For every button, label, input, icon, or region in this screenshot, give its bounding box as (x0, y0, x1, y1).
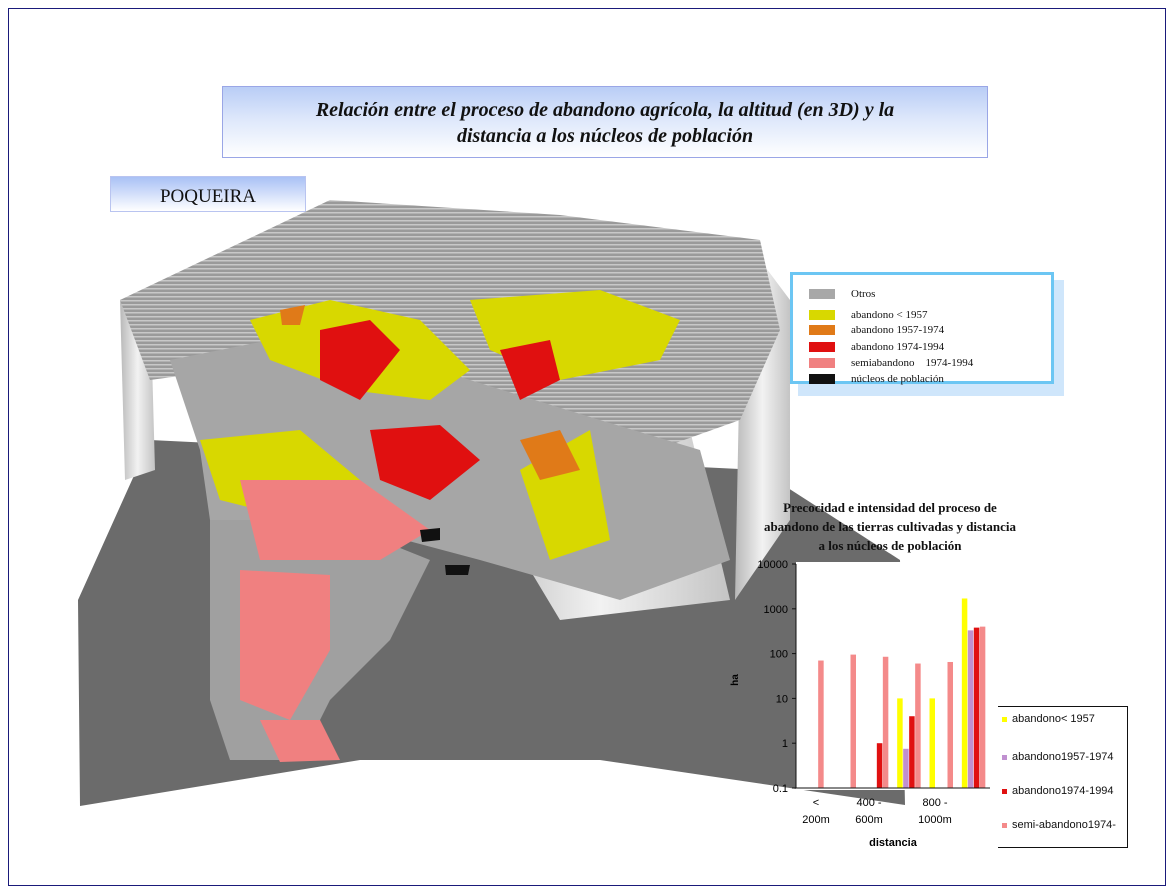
legend-label: semiabandono 1974-1994 (851, 357, 974, 369)
chart-legend-swatch (1002, 822, 1007, 828)
legend-item: abandono 1957-1974 (809, 323, 944, 337)
legend-swatch (809, 289, 835, 299)
land-patch-orange (280, 305, 305, 325)
chart-legend-swatch (1002, 716, 1007, 722)
title-line-1: Relación entre el proceso de abandono ag… (315, 99, 895, 121)
chart-legend-label: abandono1974-1994 (1012, 785, 1114, 797)
land-patch-pink (240, 570, 330, 720)
land-patch-pink (260, 720, 340, 762)
region-label: POQUEIRA (110, 176, 306, 212)
chart-title-line-2: abandono de las tierras cultivadas y dis… (763, 519, 1017, 534)
chart-legend-label: abandono1957-1974 (1012, 751, 1114, 763)
legend-item: abandono 1974-1994 (809, 340, 944, 354)
chart-legend-label: semi-abandono1974- (1012, 819, 1116, 831)
chart-title-line-3: a los núcleos de población (818, 538, 962, 553)
chart-legend-swatch (1002, 788, 1007, 794)
page-frame (8, 8, 1166, 886)
legend-label: Otros (851, 288, 876, 300)
land-patch-orange (520, 430, 580, 480)
legend-swatch (809, 310, 835, 320)
chart-legend-item: semi-abandono1974- (1002, 819, 1116, 831)
legend-swatch (809, 374, 835, 384)
map-legend: Otros abandono < 1957 abandono 1957-1974… (790, 272, 1054, 386)
land-patch-pink (240, 480, 430, 560)
land-patch-red (320, 320, 400, 400)
legend-item: semiabandono 1974-1994 (809, 356, 973, 370)
chart-title-line-1: Precocidad e intensidad del proceso de (783, 500, 997, 515)
legend-label: abandono 1957-1974 (851, 324, 945, 336)
legend-item: abandono < 1957 (809, 308, 927, 322)
legend-item: núcleos de población (809, 372, 944, 386)
legend-item: Otros (809, 287, 875, 301)
legend-swatch (809, 358, 835, 368)
chart-legend-item: abandono1974-1994 (1002, 785, 1114, 797)
page-title: Relación entre el proceso de abandono ag… (222, 86, 988, 158)
chart-legend-swatch (1002, 754, 1007, 760)
legend-label: núcleos de población (851, 373, 944, 385)
land-patch-settlement (445, 565, 470, 575)
title-line-2: distancia a los núcleos de población (456, 125, 754, 147)
legend-label: abandono < 1957 (851, 309, 928, 321)
chart-legend-label: abandono< 1957 (1012, 713, 1095, 725)
land-patch-settlement (420, 528, 440, 542)
chart-legend-item: abandono1957-1974 (1002, 751, 1114, 763)
legend-swatch (809, 342, 835, 352)
legend-swatch (809, 325, 835, 335)
legend-label: abandono 1974-1994 (851, 341, 945, 353)
land-patch-red (370, 425, 480, 500)
chart-legend-item: abandono< 1957 (1002, 713, 1095, 725)
chart-title: Precocidad e intensidad del proceso de a… (740, 498, 1040, 555)
chart-legend: abandono< 1957 abandono1957-1974 abandon… (998, 706, 1128, 848)
land-patch-red (500, 340, 560, 400)
terrain-upper-surface (120, 200, 780, 470)
